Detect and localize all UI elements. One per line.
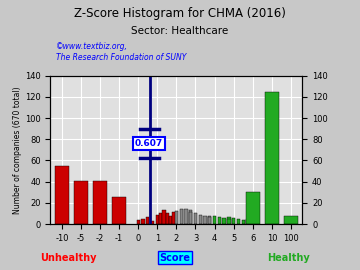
Bar — [162, 210, 166, 224]
Bar — [74, 181, 88, 224]
Bar — [189, 212, 192, 224]
Text: Sector: Healthcare: Sector: Healthcare — [131, 26, 229, 36]
Bar — [265, 92, 279, 224]
Bar — [218, 217, 221, 224]
Bar — [180, 209, 183, 224]
Text: 0.607: 0.607 — [135, 139, 163, 148]
Bar — [175, 211, 178, 224]
Bar — [93, 181, 107, 224]
Bar — [141, 219, 145, 224]
Bar — [227, 219, 230, 224]
Bar — [208, 216, 211, 224]
Bar — [284, 216, 298, 224]
Bar — [136, 220, 140, 224]
Bar — [222, 218, 226, 224]
Bar — [55, 166, 69, 224]
Bar — [112, 197, 126, 224]
Bar — [246, 220, 250, 224]
Bar — [184, 209, 188, 224]
Bar — [151, 221, 154, 224]
Text: Z-Score Histogram for CHMA (2016): Z-Score Histogram for CHMA (2016) — [74, 7, 286, 20]
Bar — [237, 219, 240, 224]
Y-axis label: Number of companies (670 total): Number of companies (670 total) — [13, 86, 22, 214]
Bar — [159, 214, 162, 224]
Text: Unhealthy: Unhealthy — [40, 253, 96, 263]
Bar — [146, 217, 149, 224]
Bar — [199, 215, 202, 224]
Bar — [232, 218, 235, 224]
Text: Healthy: Healthy — [267, 253, 309, 263]
Bar — [166, 214, 169, 224]
Bar — [194, 214, 197, 224]
Bar — [203, 216, 207, 224]
Bar — [246, 219, 250, 224]
Text: The Research Foundation of SUNY: The Research Foundation of SUNY — [56, 53, 186, 62]
Text: ©www.textbiz.org,: ©www.textbiz.org, — [56, 42, 128, 51]
Bar — [213, 216, 216, 224]
Text: Score: Score — [159, 253, 190, 263]
Bar — [156, 215, 159, 224]
Bar — [227, 217, 230, 224]
Bar — [246, 192, 260, 224]
Bar — [172, 212, 176, 224]
Bar — [169, 216, 172, 224]
Bar — [242, 220, 245, 224]
Bar — [208, 217, 211, 224]
Bar — [189, 210, 192, 224]
